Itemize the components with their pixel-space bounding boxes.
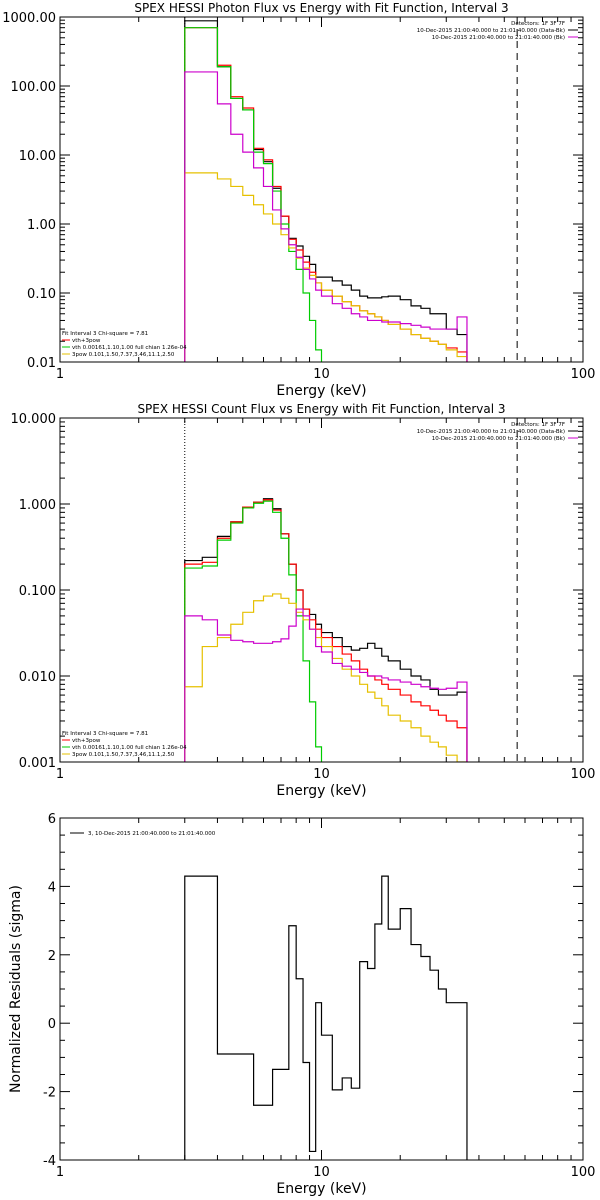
legend-entry: Fit Interval 3 Chi-square = 7.81 [62, 331, 148, 337]
x-tick-label: 100 [571, 367, 596, 382]
legend-entry: vth+3pow [72, 738, 101, 744]
plot-panel-1: SPEX HESSI Photon Flux vs Energy with Fi… [2, 1, 595, 399]
series-line-2 [184, 27, 468, 362]
series-line-5 [184, 608, 468, 762]
x-axis-label: Energy (keV) [276, 1181, 366, 1197]
y-tick-label: 10.00 [19, 149, 56, 164]
x-tick-label: 10 [313, 1165, 330, 1180]
series-group [184, 498, 468, 762]
x-tick-label: 1 [56, 1165, 64, 1180]
series-group [184, 20, 468, 362]
plot-panel-2: SPEX HESSI Count Flux vs Energy with Fit… [11, 402, 596, 799]
legend-entry: 3pow 0.101,1.50,7.37,3.46,11.1,2.50 [72, 352, 175, 358]
series-line-1 [184, 20, 468, 362]
x-tick-label: 100 [571, 1165, 596, 1180]
y-tick-label: 0.01 [27, 356, 56, 371]
x-axis-label: Energy (keV) [276, 783, 366, 799]
x-tick-label: 10 [313, 767, 330, 782]
legend-entry: Detectors: 1F 3F 7F [511, 422, 565, 428]
legend-entry: 10-Dec-2015 21:00:40.000 to 21:01:40.000… [432, 35, 565, 41]
y-tick-label: -2 [43, 1086, 56, 1101]
y-tick-label: 1.00 [27, 218, 56, 233]
y-tick-label: 6 [48, 812, 56, 827]
plot-frame [59, 817, 584, 1161]
x-tick-label: 10 [313, 367, 330, 382]
plot-frame [59, 16, 584, 363]
y-tick-label: 1000.00 [2, 11, 56, 26]
series-line-1 [184, 875, 468, 1160]
y-tick-label: 0.010 [19, 670, 56, 685]
legend-entry: 3, 10-Dec-2015 21:00:40.000 to 21:01:40.… [88, 831, 216, 837]
y-tick-label: 2 [48, 949, 56, 964]
legend-entry: vth 0.00161,1.10,1.00 full chian 1.26e-0… [72, 345, 187, 351]
legend-entry: Fit Interval 3 Chi-square = 7.81 [62, 731, 148, 737]
legend-entry: vth+3pow [72, 338, 101, 344]
legend-entry: 10-Dec-2015 21:00:40.000 to 21:01:40.000… [432, 436, 565, 442]
y-tick-label: 0.001 [19, 756, 56, 771]
x-tick-label: 1 [56, 767, 64, 782]
legend-entry: 10-Dec-2015 21:00:40.000 to 21:01:40.000… [417, 28, 565, 34]
legend-entry: 3pow 0.101,1.50,7.37,3.46,11.1,2.50 [72, 752, 175, 758]
legend-entry: 10-Dec-2015 21:00:40.000 to 21:01:40.000… [417, 429, 565, 435]
y-tick-label: 100.00 [11, 80, 57, 95]
y-tick-label: 0 [48, 1017, 56, 1032]
series-line-3 [184, 500, 323, 762]
y-tick-label: 1.000 [19, 498, 56, 513]
plot-title: SPEX HESSI Photon Flux vs Energy with Fi… [134, 1, 508, 15]
y-tick-label: 10.000 [11, 412, 57, 427]
series-line-3 [184, 27, 323, 362]
x-tick-label: 1 [56, 367, 64, 382]
series-line-5 [184, 71, 468, 362]
plot-title: SPEX HESSI Count Flux vs Energy with Fit… [137, 402, 505, 416]
series-line-1 [184, 498, 468, 762]
x-axis-label: Energy (keV) [276, 383, 366, 399]
legend-entry: Detectors: 1F 3F 7F [511, 21, 565, 27]
y-tick-label: 0.100 [19, 584, 56, 599]
y-tick-label: -4 [43, 1154, 56, 1169]
x-tick-label: 100 [571, 767, 596, 782]
legend-entry: vth 0.00161,1.10,1.00 full chian 1.26e-0… [72, 745, 187, 751]
series-line-4 [184, 172, 468, 362]
y-axis-label: Normalized Residuals (sigma) [8, 885, 24, 1093]
plot-panel-3: 1 10 100 -4 -2 0 2 4 6 Energy (keV) Normalized Res… [8, 812, 595, 1197]
y-tick-label: 0.10 [27, 287, 56, 302]
y-tick-label: 4 [48, 880, 56, 895]
plot-frame [59, 417, 584, 763]
series-group [184, 875, 468, 1160]
